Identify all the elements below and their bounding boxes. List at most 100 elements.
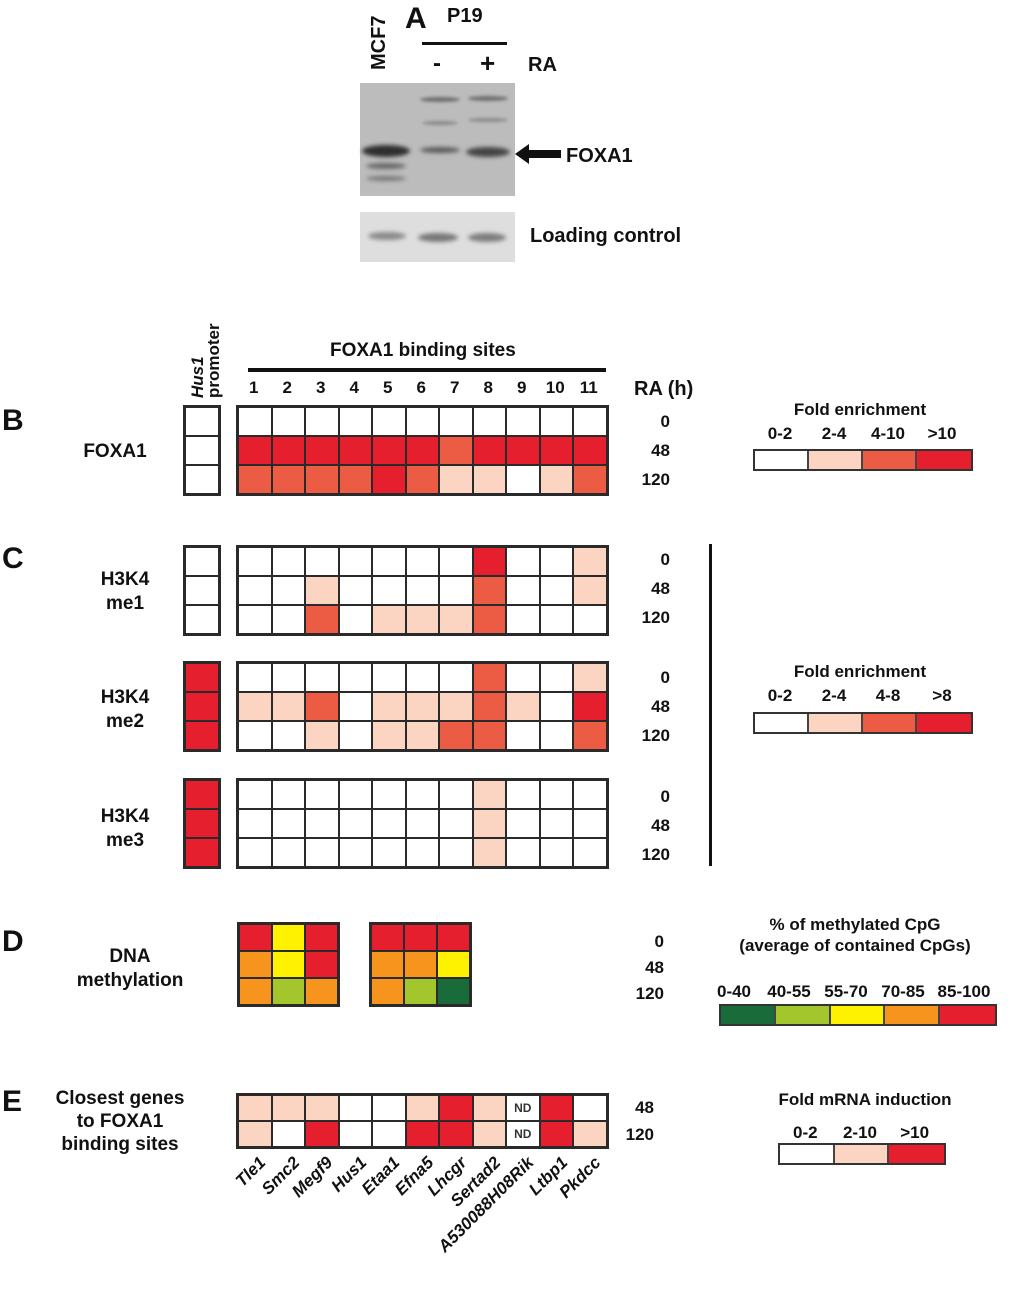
site-number: 11 <box>579 378 598 397</box>
heatmap-cell <box>406 548 438 575</box>
heatmap-cell <box>473 693 505 720</box>
heatmap-cell <box>239 693 271 720</box>
heatmap-cell <box>540 606 572 633</box>
heatmap-cell <box>373 810 405 837</box>
heatmap-cell <box>339 606 371 633</box>
heatmap-cell <box>507 664 539 691</box>
heatmap-cell <box>306 979 337 1004</box>
heatmap-cell <box>440 781 472 808</box>
heatmap-cell <box>473 466 505 493</box>
heatmap-cell <box>272 606 304 633</box>
heatmap-cell <box>440 1122 472 1146</box>
legend-swatch <box>809 451 863 469</box>
foxa1-row-label: FOXA1 <box>83 441 147 462</box>
heatmap-cell <box>272 437 304 464</box>
legend-tick: 55-70 <box>824 982 868 1001</box>
heatmap-cell <box>438 979 469 1004</box>
heatmap-cell <box>373 781 405 808</box>
group-underline <box>422 42 507 45</box>
heatmap-cell <box>239 810 271 837</box>
legend-tick: 0-2 <box>767 424 793 443</box>
band-label-foxa1: FOXA1 <box>566 145 633 167</box>
heatmap-cell <box>406 781 438 808</box>
heatmap-cell <box>339 664 371 691</box>
heatmap-cell <box>239 1096 271 1120</box>
timepoint-label: 120 <box>625 1125 654 1144</box>
heatmap-cell <box>186 437 218 464</box>
heatmap-cell <box>438 925 469 950</box>
promoter-heatmap <box>183 545 221 636</box>
legend-tick: 4-8 <box>875 686 901 705</box>
legend-tick: 0-2 <box>767 686 793 705</box>
h3k4me3-label-a: H3K4 <box>100 806 150 827</box>
heatmap-cell <box>339 437 371 464</box>
heatmap-cell <box>373 839 405 866</box>
legend-swatch <box>889 1145 944 1163</box>
timepoint-label: 120 <box>641 470 670 489</box>
site-number: 6 <box>416 378 426 397</box>
heatmap-cell <box>473 408 505 435</box>
heatmap-cell <box>373 1122 405 1146</box>
legend-tick: 2-4 <box>821 424 847 443</box>
heatmap-cell <box>240 925 271 950</box>
heatmap-cell <box>507 606 539 633</box>
heatmap-cell <box>306 606 338 633</box>
heatmap-cell <box>574 606 606 633</box>
legend-tick: >10 <box>927 424 957 443</box>
heatmap-cell <box>574 722 606 749</box>
legend-tick: 2-10 <box>842 1123 877 1142</box>
heatmap-cell <box>306 437 338 464</box>
heatmap-cell <box>406 810 438 837</box>
timepoint-label: 0 <box>660 668 670 687</box>
h3k4me1-label-a: H3K4 <box>100 569 150 590</box>
site-number: 1 <box>249 378 259 397</box>
timepoint-label: 48 <box>651 441 670 460</box>
promoter-heatmap <box>183 661 221 752</box>
heatmap-cell <box>239 466 271 493</box>
timepoint-label: 120 <box>641 845 670 864</box>
heatmap-cell <box>186 664 218 691</box>
site-number: 4 <box>349 378 359 397</box>
heatmap-cell <box>240 952 271 977</box>
heatmap-cell <box>406 408 438 435</box>
heatmap-cell <box>406 722 438 749</box>
heatmap-cell <box>507 839 539 866</box>
site-number: 5 <box>383 378 393 397</box>
heatmap-cell <box>272 466 304 493</box>
heatmap-cell <box>273 925 304 950</box>
closest-genes-label-c: binding sites <box>61 1134 179 1156</box>
heatmap-cell <box>306 810 338 837</box>
western-blot-image <box>360 83 515 196</box>
heatmap-cell <box>438 952 469 977</box>
site-number: 8 <box>483 378 493 397</box>
legend-swatch <box>830 1006 886 1024</box>
heatmap-cell <box>372 979 403 1004</box>
foxa1-heatmap <box>236 405 609 496</box>
heatmap-cell <box>574 839 606 866</box>
legend-d-ticks: 0-40 40-55 55-70 70-85 85-100 <box>708 982 1008 1002</box>
heatmap-cell <box>574 693 606 720</box>
legend-c-title: Fold enrichment <box>793 662 927 681</box>
legend-swatch <box>834 1145 890 1163</box>
heatmap-cell <box>540 722 572 749</box>
heatmap-cell <box>339 1122 371 1146</box>
heatmap-cell <box>440 577 472 604</box>
heatmap-cell <box>186 408 218 435</box>
heatmap-cell <box>306 408 338 435</box>
legend-swatch <box>721 1006 776 1024</box>
heatmap-cell <box>306 664 338 691</box>
promoter-heatmap <box>183 405 221 496</box>
legend-b-colorbar <box>753 449 973 471</box>
heatmap-cell <box>273 979 304 1004</box>
legend-swatch <box>755 451 809 469</box>
heatmap-cell <box>406 466 438 493</box>
heatmap-cell <box>306 952 337 977</box>
heatmap-cell <box>473 839 505 866</box>
heatmap-cell <box>239 408 271 435</box>
heatmap-cell <box>339 722 371 749</box>
h3k4me3-label-b: me3 <box>105 829 145 851</box>
binding-sites-bracket <box>248 368 606 372</box>
h3k4me2-label: H3K4 me2 <box>95 686 155 734</box>
heatmap-cell <box>574 437 606 464</box>
heatmap-cell <box>239 781 271 808</box>
